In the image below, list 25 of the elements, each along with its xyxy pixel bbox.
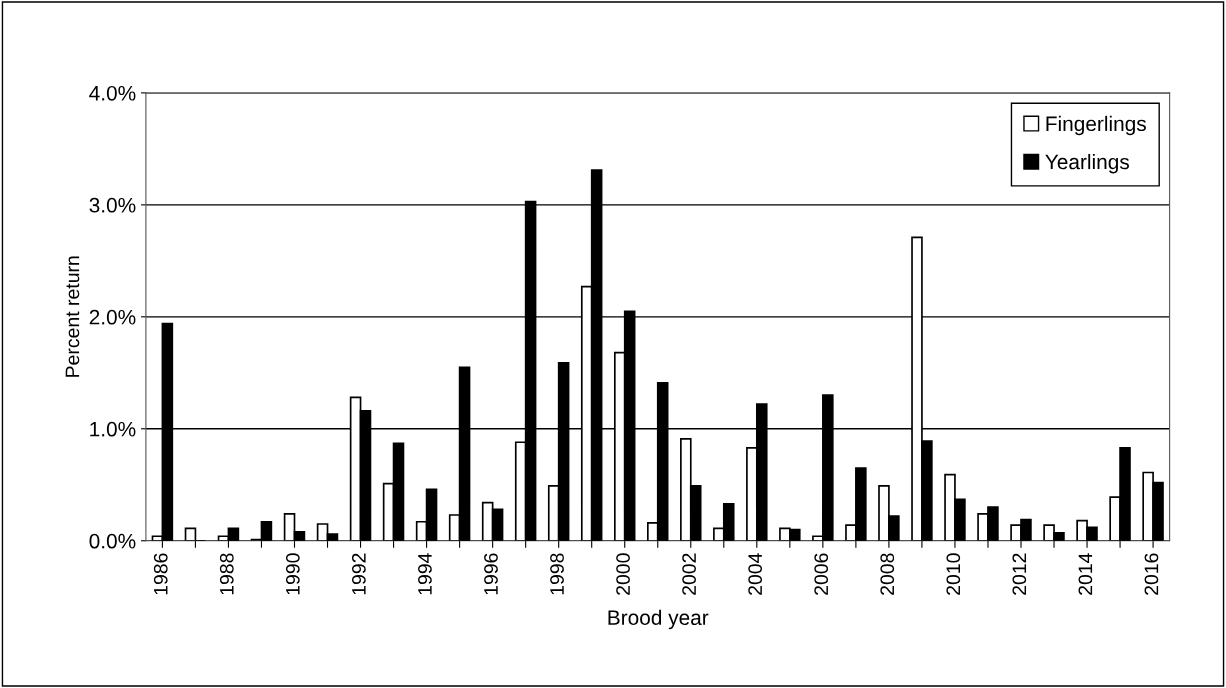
x-tick-label: 1990 bbox=[285, 553, 300, 595]
x-tick-label: 2002 bbox=[682, 553, 696, 595]
x-tick-label: 2008 bbox=[880, 553, 895, 595]
x-tick-label: 2006 bbox=[814, 553, 829, 595]
y-tick-label: 1.0% bbox=[90, 421, 136, 437]
x-tick-label: 1992 bbox=[351, 553, 366, 595]
x-tick-label: 1988 bbox=[219, 553, 234, 595]
x-tick-label: 2000 bbox=[616, 553, 630, 595]
x-tick-label: 2014 bbox=[1078, 553, 1093, 595]
x-tick-label: 2012 bbox=[1012, 553, 1027, 595]
x-tick-label: 2004 bbox=[748, 553, 763, 595]
x-tick-label: 2010 bbox=[946, 553, 961, 595]
x-axis-title: Brood year bbox=[608, 609, 709, 630]
y-axis-title: Percent return bbox=[65, 256, 80, 377]
x-tick-label: 1996 bbox=[484, 553, 498, 595]
y-tick-label: 0.0% bbox=[89, 533, 136, 549]
y-tick-label: 4.0% bbox=[89, 85, 136, 101]
x-tick-label: 1998 bbox=[550, 553, 564, 595]
y-tick-label: 2.0% bbox=[89, 309, 136, 325]
legend-label: Yearlings bbox=[1045, 153, 1129, 174]
y-tick-label: 3.0% bbox=[89, 197, 136, 213]
x-tick-label: 1986 bbox=[153, 553, 168, 595]
x-tick-label: 2016 bbox=[1144, 553, 1159, 595]
legend-label: Fingerlings bbox=[1046, 115, 1146, 136]
x-tick-label: 1994 bbox=[418, 553, 432, 595]
